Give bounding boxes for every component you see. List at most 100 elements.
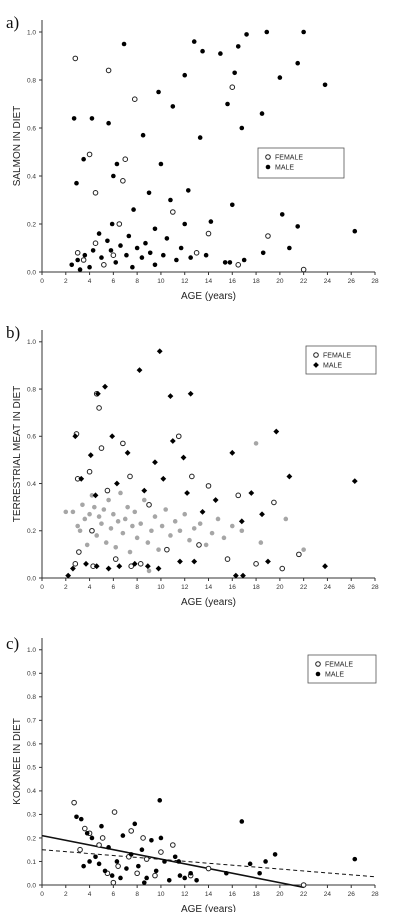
data-point-male xyxy=(203,252,209,258)
data-point-male xyxy=(157,798,163,803)
data-point-female xyxy=(300,266,307,273)
data-point-male xyxy=(96,861,102,867)
data-point-female xyxy=(300,882,307,888)
y-tick-label: 0.4 xyxy=(27,173,36,180)
data-point-series xyxy=(77,528,83,534)
data-point-male xyxy=(180,454,187,461)
data-point-series xyxy=(115,519,121,524)
trendline-male xyxy=(41,849,376,878)
y-axis-label: KOKANEE IN DIET xyxy=(12,718,23,805)
x-tick-label: 16 xyxy=(229,584,237,591)
data-point-male xyxy=(136,863,141,869)
data-point-series xyxy=(80,502,85,508)
data-point-male xyxy=(81,156,86,162)
data-point-male xyxy=(124,449,131,456)
y-tick-label: 0.0 xyxy=(27,882,36,889)
data-point-male xyxy=(188,870,193,876)
data-point-series xyxy=(172,519,178,524)
data-point-female xyxy=(205,865,212,872)
data-point-female xyxy=(170,209,176,215)
x-tick-label: 10 xyxy=(157,891,165,898)
data-point-male xyxy=(89,116,95,121)
legend-marker-male xyxy=(313,362,319,368)
x-tick-label: 24 xyxy=(324,278,332,285)
data-point-female xyxy=(189,473,195,480)
y-axis-label: TERRESTRIAL MEAT IN DIET xyxy=(12,386,23,523)
data-point-female xyxy=(152,872,158,879)
data-point-female xyxy=(71,799,77,806)
data-point-series xyxy=(113,544,119,550)
data-point-series xyxy=(163,507,168,512)
data-point-male xyxy=(182,875,188,881)
data-point-female xyxy=(296,551,302,558)
legend-label: MALE xyxy=(323,363,342,370)
data-point-male xyxy=(218,51,223,56)
data-point-male xyxy=(235,44,241,49)
data-point-male xyxy=(264,29,270,35)
data-point-male xyxy=(120,833,126,838)
data-point-male xyxy=(93,854,98,860)
x-tick-label: 8 xyxy=(135,891,139,898)
data-point-series xyxy=(149,528,154,534)
x-tick-label: 2 xyxy=(64,891,68,898)
data-point-male xyxy=(170,104,176,109)
data-point-male xyxy=(84,830,90,836)
data-point-male xyxy=(109,221,115,227)
data-point-male xyxy=(102,868,108,874)
data-point-series xyxy=(75,523,80,529)
data-point-series xyxy=(99,521,104,526)
data-point-male xyxy=(222,260,228,265)
y-tick-label: 0.0 xyxy=(27,269,36,276)
x-tick-label: 28 xyxy=(371,278,379,285)
data-point-male xyxy=(178,245,184,251)
data-point-male xyxy=(172,854,178,860)
data-point-male xyxy=(197,135,203,140)
x-tick-label: 20 xyxy=(276,278,284,285)
x-tick-label: 22 xyxy=(300,891,308,898)
data-point-female xyxy=(122,156,129,162)
data-point-female xyxy=(98,445,105,451)
data-point-male xyxy=(152,262,158,268)
y-tick-label: 0.6 xyxy=(27,741,36,748)
data-point-male xyxy=(229,449,236,456)
data-point-series xyxy=(258,540,264,545)
x-tick-label: 2 xyxy=(64,278,68,285)
data-point-male xyxy=(65,572,72,579)
data-point-male xyxy=(241,257,247,263)
data-point-male xyxy=(200,48,205,54)
data-point-female xyxy=(72,55,79,62)
data-point-female xyxy=(128,563,134,569)
data-point-male xyxy=(94,390,101,397)
data-point-male xyxy=(187,390,194,397)
data-point-male xyxy=(87,859,92,864)
y-tick-label: 0.7 xyxy=(27,718,36,725)
data-point-male xyxy=(225,101,230,107)
data-point-male xyxy=(102,383,108,390)
data-point-male xyxy=(177,873,183,878)
data-point-male xyxy=(263,859,268,864)
data-point-series xyxy=(145,540,151,545)
legend-marker-male xyxy=(315,671,321,677)
data-point-series xyxy=(84,542,90,548)
data-point-male xyxy=(105,565,112,572)
data-point-female xyxy=(110,879,117,886)
data-point-male xyxy=(83,560,89,567)
data-point-male xyxy=(118,875,123,881)
x-tick-label: 10 xyxy=(157,278,165,285)
y-tick-label: 0.5 xyxy=(27,765,36,772)
x-tick-label: 14 xyxy=(205,584,213,591)
data-point-male xyxy=(87,264,92,270)
y-tick-label: 1.0 xyxy=(27,29,36,36)
data-point-female xyxy=(137,561,144,567)
legend-label: MALE xyxy=(275,165,294,172)
data-point-female xyxy=(82,825,88,832)
data-point-series xyxy=(89,493,95,498)
data-point-female xyxy=(89,527,95,534)
data-point-female xyxy=(175,433,182,440)
data-point-female xyxy=(229,84,236,90)
y-tick-label: 0.4 xyxy=(27,481,36,488)
panel-label: a) xyxy=(6,13,19,32)
data-point-male xyxy=(212,497,219,503)
data-point-female xyxy=(127,473,133,480)
data-point-male xyxy=(77,267,83,272)
